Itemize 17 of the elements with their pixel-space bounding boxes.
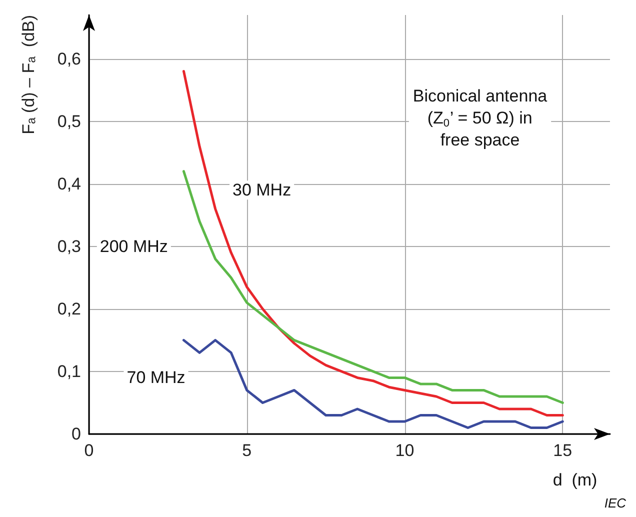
- x-tick-label: 15: [553, 441, 572, 460]
- series-label: 70 MHz: [126, 368, 186, 388]
- y-tick-label: 0,4: [57, 174, 81, 194]
- y-tick-label: 0,2: [57, 299, 81, 318]
- x-axis-title: d (m): [552, 470, 598, 490]
- series-label: 30 MHz: [232, 180, 292, 200]
- x-tick-label: 0: [84, 441, 94, 460]
- y-tick-label: 0,6: [57, 49, 81, 68]
- y-tick-label: 0,3: [57, 236, 81, 256]
- text: 200 MHz: [100, 236, 168, 256]
- x-tick-label: 10: [395, 441, 414, 460]
- y-tick-label: 0: [72, 424, 81, 444]
- x-tick-label: 5: [242, 441, 252, 460]
- y-tick-label: 0,1: [57, 362, 81, 381]
- y-tick-label: 0,5: [57, 112, 81, 131]
- y-axis-title: Fₐ (d) – Fₐ (dB): [19, 15, 38, 134]
- text: IEC: [604, 496, 627, 510]
